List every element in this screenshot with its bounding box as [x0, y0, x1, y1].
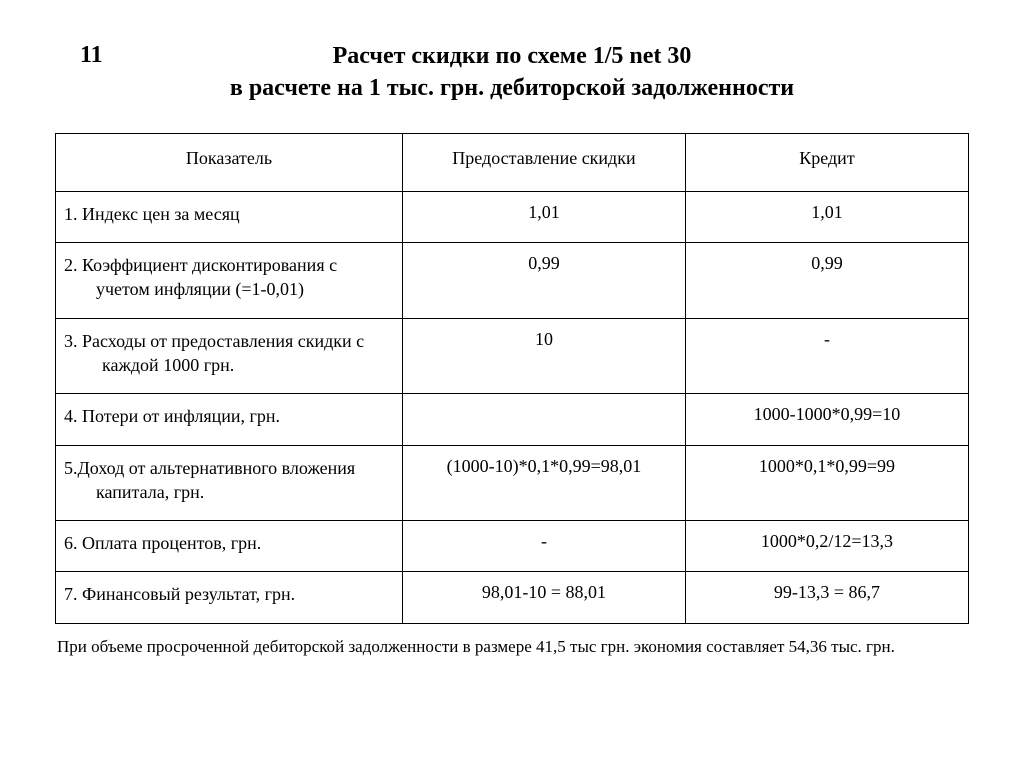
indicator-cell: 4. Потери от инфляции, грн. — [56, 394, 403, 445]
table-row: 5.Доход от альтернативного вложения капи… — [56, 445, 969, 521]
discount-cell: 1,01 — [402, 191, 685, 242]
slide-page: 11 Расчет скидки по схеме 1/5 net 30 в р… — [0, 0, 1024, 679]
discount-cell: (1000-10)*0,1*0,99=98,01 — [402, 445, 685, 521]
credit-cell: 99-13,3 = 86,7 — [685, 572, 968, 623]
table-row: 6. Оплата процентов, грн. - 1000*0,2/12=… — [56, 521, 969, 572]
discount-cell: - — [402, 521, 685, 572]
calculation-table: Показатель Предоставление скидки Кредит … — [55, 133, 969, 624]
credit-cell: 1000*0,1*0,99=99 — [685, 445, 968, 521]
discount-cell: 98,01-10 = 88,01 — [402, 572, 685, 623]
col-header-discount: Предоставление скидки — [402, 133, 685, 191]
credit-cell: 0,99 — [685, 243, 968, 319]
discount-cell: 10 — [402, 318, 685, 394]
slide-header: 11 Расчет скидки по схеме 1/5 net 30 в р… — [55, 40, 969, 105]
indicator-cell: 3. Расходы от предоставления скидки с ка… — [56, 318, 403, 394]
col-header-indicator: Показатель — [56, 133, 403, 191]
indicator-cell: 1. Индекс цен за месяц — [56, 191, 403, 242]
table-row: 4. Потери от инфляции, грн. 1000-1000*0,… — [56, 394, 969, 445]
table-row: 2. Коэффициент дисконтирования с учетом … — [56, 243, 969, 319]
title-line-1: Расчет скидки по схеме 1/5 net 30 — [55, 40, 969, 72]
credit-cell: 1,01 — [685, 191, 968, 242]
credit-cell: - — [685, 318, 968, 394]
indicator-cell: 7. Финансовый результат, грн. — [56, 572, 403, 623]
footnote-text: При объеме просроченной дебиторской задо… — [55, 636, 969, 659]
credit-cell: 1000*0,2/12=13,3 — [685, 521, 968, 572]
table-row: 1. Индекс цен за месяц 1,01 1,01 — [56, 191, 969, 242]
discount-cell: 0,99 — [402, 243, 685, 319]
credit-cell: 1000-1000*0,99=10 — [685, 394, 968, 445]
table-row: 7. Финансовый результат, грн. 98,01-10 =… — [56, 572, 969, 623]
table-row: 3. Расходы от предоставления скидки с ка… — [56, 318, 969, 394]
indicator-cell: 6. Оплата процентов, грн. — [56, 521, 403, 572]
indicator-cell: 5.Доход от альтернативного вложения капи… — [56, 445, 403, 521]
title-line-2: в расчете на 1 тыс. грн. дебиторской зад… — [55, 72, 969, 104]
discount-cell — [402, 394, 685, 445]
table-header-row: Показатель Предоставление скидки Кредит — [56, 133, 969, 191]
indicator-cell: 2. Коэффициент дисконтирования с учетом … — [56, 243, 403, 319]
col-header-credit: Кредит — [685, 133, 968, 191]
slide-number: 11 — [80, 42, 103, 69]
